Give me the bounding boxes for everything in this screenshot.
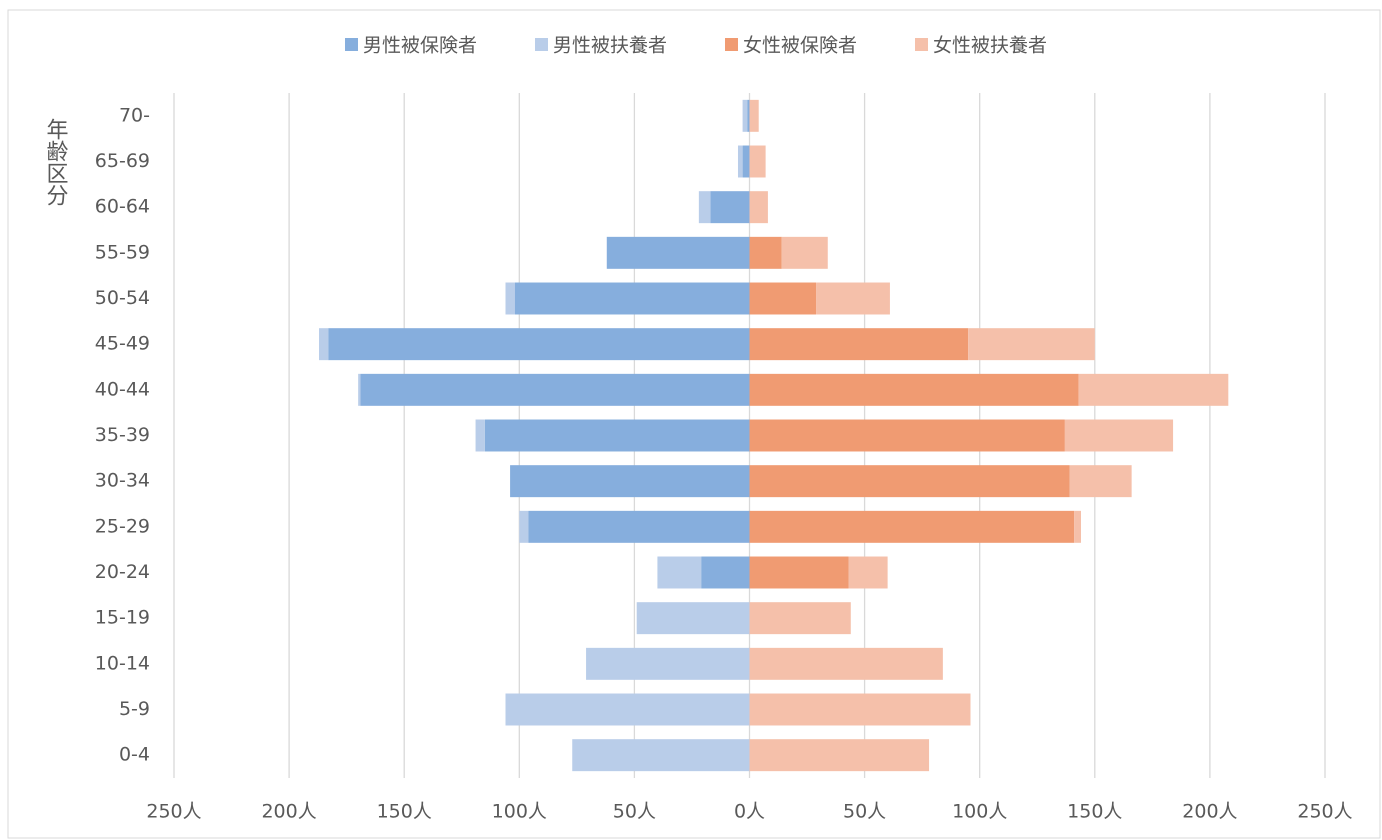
bar — [505, 693, 750, 726]
y-tick-label: 15-19 — [95, 607, 150, 629]
legend-label: 女性被保険者 — [743, 35, 857, 57]
bar — [737, 145, 743, 178]
x-tick-label: 100人 — [492, 801, 547, 823]
legend-swatch — [535, 38, 548, 51]
bar — [328, 328, 750, 361]
bar — [749, 236, 782, 269]
x-tick-label: 0人 — [734, 801, 765, 823]
x-tick-label: 50人 — [613, 801, 656, 823]
bar — [749, 602, 851, 635]
y-tick-label: 55-59 — [95, 241, 150, 263]
x-tick-label: 250人 — [1297, 801, 1352, 823]
x-tick-label: 100人 — [952, 801, 1007, 823]
bar — [319, 328, 329, 361]
y-tick-label: 25-29 — [95, 515, 150, 537]
x-tick-label: 50人 — [843, 801, 886, 823]
y-tick-label: 60-64 — [95, 196, 150, 218]
bar — [749, 191, 768, 224]
bar — [1064, 419, 1174, 452]
x-tick-label: 150人 — [1067, 801, 1122, 823]
bar — [698, 191, 711, 224]
y-axis-label: 年齢区分 — [43, 118, 69, 206]
bar — [514, 282, 750, 315]
bar — [749, 145, 766, 178]
bar — [1074, 510, 1081, 543]
bar — [358, 373, 361, 406]
y-tick-label: 70- — [119, 104, 150, 126]
y-tick-label: 10-14 — [95, 652, 150, 674]
bar — [747, 99, 750, 132]
bar — [484, 419, 750, 452]
bar — [848, 556, 888, 589]
bar — [528, 510, 750, 543]
legend-label: 男性被保険者 — [363, 35, 477, 57]
y-tick-label: 45-49 — [95, 333, 150, 355]
x-tick-label: 150人 — [377, 801, 432, 823]
y-tick-label: 20-24 — [95, 561, 150, 583]
legend-swatch — [725, 38, 738, 51]
bar — [657, 556, 702, 589]
bar — [1069, 465, 1132, 498]
bar — [519, 510, 529, 543]
bar — [710, 191, 750, 224]
bar — [749, 419, 1065, 452]
bar — [572, 739, 750, 772]
bar — [781, 236, 828, 269]
bar — [636, 602, 750, 635]
bar — [749, 99, 759, 132]
legend-label: 女性被扶養者 — [933, 35, 1047, 57]
bar — [742, 145, 750, 178]
y-tick-label: 0-4 — [119, 744, 150, 766]
y-tick-label: 50-54 — [95, 287, 150, 309]
bar — [749, 465, 1070, 498]
y-tick-label: 65-69 — [95, 150, 150, 172]
bar — [749, 373, 1079, 406]
y-tick-label: 5-9 — [119, 698, 150, 720]
x-tick-label: 250人 — [146, 801, 201, 823]
bar — [586, 647, 750, 680]
legend-label: 男性被扶養者 — [553, 35, 667, 57]
bar — [505, 282, 515, 315]
bar — [1078, 373, 1229, 406]
y-tick-label: 30-34 — [95, 470, 150, 492]
legend-swatch — [345, 38, 358, 51]
bar — [606, 236, 750, 269]
x-tick-label: 200人 — [1182, 801, 1237, 823]
y-tick-label: 40-44 — [95, 378, 150, 400]
bar — [749, 328, 969, 361]
bar — [701, 556, 750, 589]
bar — [968, 328, 1095, 361]
bar — [749, 693, 971, 726]
bar — [742, 99, 748, 132]
bar — [749, 282, 817, 315]
bar — [749, 647, 943, 680]
legend-swatch — [915, 38, 928, 51]
bar — [475, 419, 485, 452]
x-tick-label: 200人 — [261, 801, 316, 823]
bar — [816, 282, 890, 315]
bar — [510, 465, 750, 498]
bar — [749, 739, 930, 772]
bar — [749, 510, 1075, 543]
y-tick-label: 35-39 — [95, 424, 150, 446]
bar — [360, 373, 750, 406]
bar — [749, 556, 849, 589]
